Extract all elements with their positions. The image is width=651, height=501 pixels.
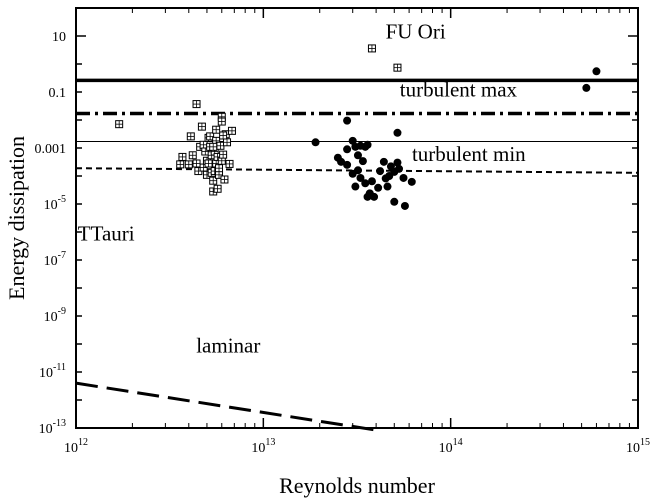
point-filled-circle [400,201,409,210]
y-tick-label: 10-7 [44,250,66,269]
point-open-square [192,159,201,168]
scatter-points [115,44,601,210]
point-filled-circle [399,173,408,182]
point-filled-circle [390,197,399,206]
point-open-square [367,44,376,53]
point-filled-circle [393,128,402,137]
point-open-square [209,176,218,185]
annotation-label: FU Ori [386,20,446,44]
axis-ticks [75,7,639,429]
point-filled-circle [358,157,367,166]
point-open-square [199,140,208,149]
point-open-square [188,151,197,160]
point-filled-circle [343,145,352,154]
y-tick-label: 10-9 [44,306,66,325]
point-open-square [192,100,201,109]
point-open-square [225,159,234,168]
point-filled-circle [370,192,379,201]
point-filled-circle [337,157,346,166]
point-open-square [176,160,185,169]
point-filled-circle [393,158,402,167]
point-filled-circle [376,167,385,176]
point-filled-circle [582,83,591,92]
point-filled-circle [348,136,357,145]
point-open-square [219,131,228,140]
point-filled-circle [356,173,365,182]
point-open-square [217,117,226,126]
y-axis-title: Energy dissipation [4,136,29,300]
point-filled-circle [367,177,376,186]
annotation-label: turbulent max [400,77,518,101]
point-filled-circle [343,116,352,125]
point-filled-circle [592,67,601,76]
point-filled-circle [363,140,372,149]
point-filled-circle [311,138,320,147]
annotation-label: TTauri [78,221,135,245]
reference-lines [75,78,639,432]
line-long-dash [75,381,377,432]
point-open-square [223,138,232,147]
annotation-label: laminar [196,333,260,357]
y-tick-label: 10 [52,30,66,45]
point-open-square [186,132,195,141]
point-filled-circle [351,182,360,191]
point-open-square [213,184,222,193]
point-filled-circle [383,182,392,191]
x-axis-title: Reynolds number [279,473,435,498]
x-tick-label: 1013 [251,437,275,456]
point-filled-circle [374,183,383,192]
point-filled-circle [407,177,416,186]
x-tick-label: 1014 [439,437,463,456]
point-open-square [393,63,402,72]
y-tick-label: 10-5 [44,194,66,213]
annotation-label: turbulent min [412,142,526,166]
y-tick-label: 10-13 [39,418,66,437]
point-open-square [184,160,193,169]
point-open-square [197,122,206,131]
point-filled-circle [361,179,370,188]
point-filled-circle [395,164,404,173]
x-tick-label: 1015 [626,437,650,456]
point-open-square [206,132,215,141]
y-tick-label: 0.001 [35,142,67,157]
point-filled-circle [363,192,372,201]
point-open-square [219,150,228,159]
point-open-square [220,175,229,184]
x-tick-label: 1012 [64,437,88,456]
point-filled-circle [343,160,352,169]
y-tick-label: 0.1 [49,86,67,101]
point-open-square [178,152,187,161]
point-open-square [209,142,218,151]
point-open-square [227,126,236,135]
point-open-square [215,164,224,173]
point-filled-circle [353,151,362,160]
annotations: FU Ori turbulent max turbulent min TTauri la… [78,20,526,358]
point-open-square [216,141,225,150]
point-filled-circle [379,157,388,166]
point-filled-circle [348,169,357,178]
y-tick-label: 10-11 [39,362,66,381]
point-open-square [212,125,221,134]
plot-frame [75,7,639,429]
point-open-square [115,120,124,129]
tick-labels: 1012 1013 1014 1015 10 0.1 0.001 10-5 10-7 10-9 10… [35,30,651,456]
point-open-square [204,159,213,168]
